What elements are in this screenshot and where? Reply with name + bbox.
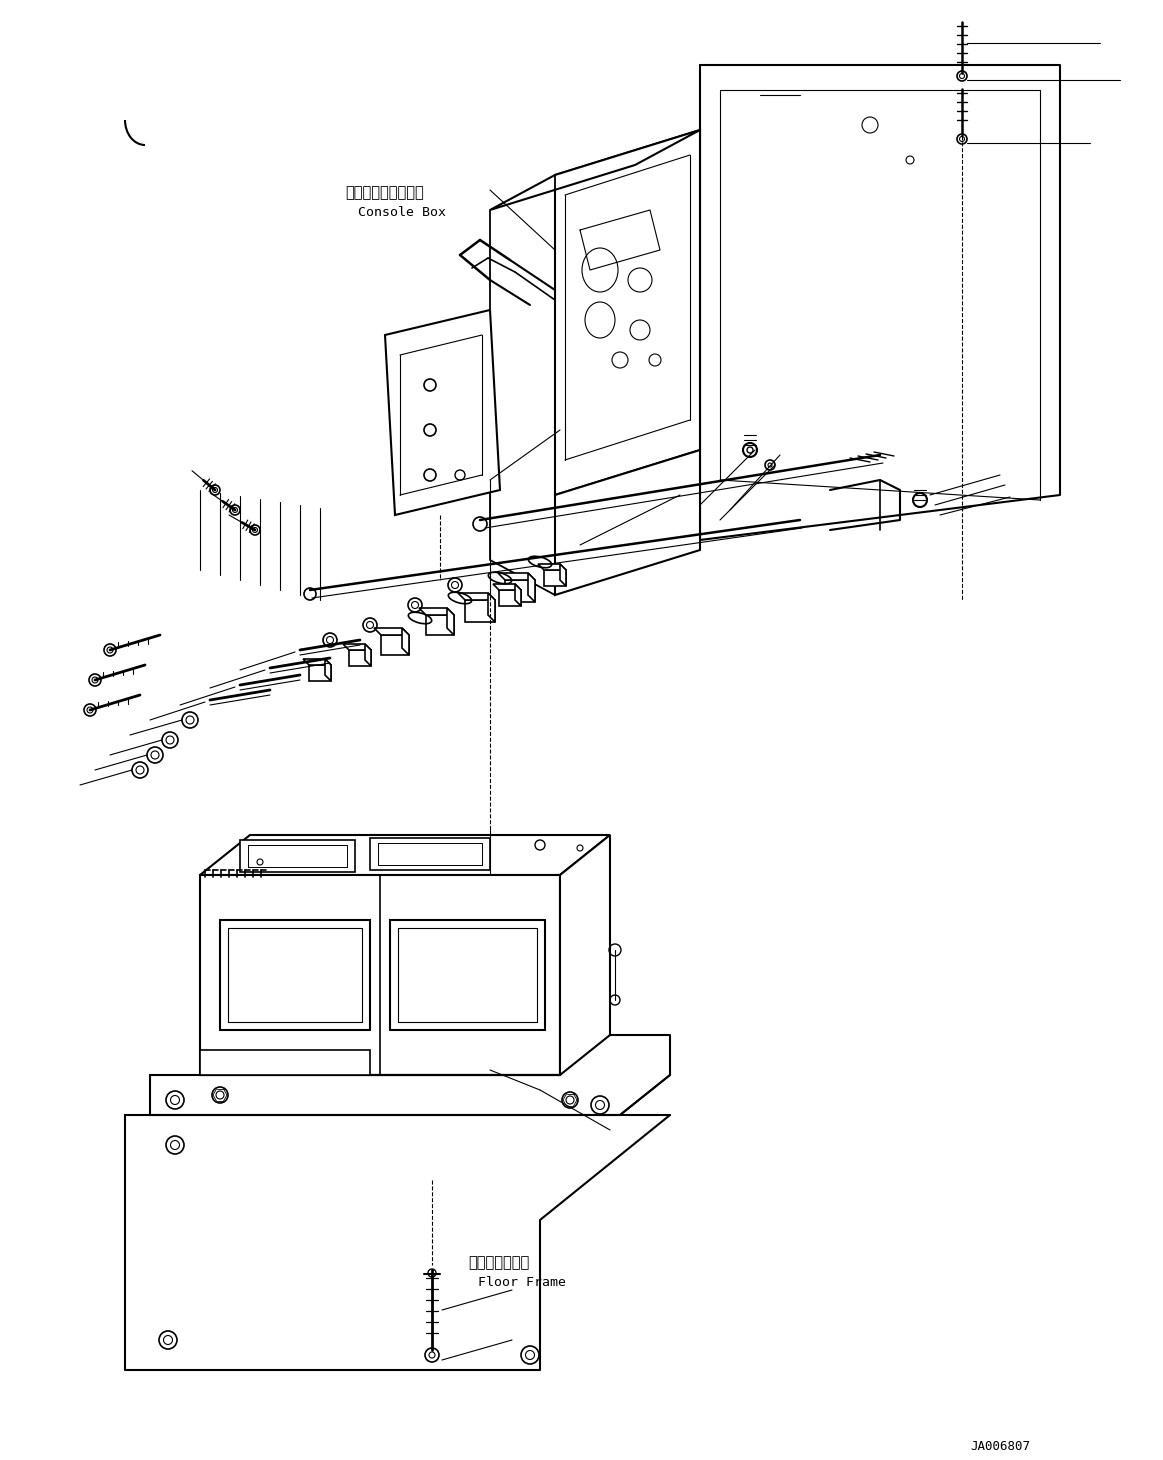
Polygon shape	[200, 1050, 370, 1075]
Polygon shape	[304, 658, 331, 664]
Polygon shape	[544, 569, 566, 585]
Polygon shape	[528, 572, 535, 602]
Polygon shape	[370, 838, 490, 870]
Polygon shape	[515, 584, 521, 606]
Polygon shape	[200, 875, 561, 1075]
Polygon shape	[555, 450, 700, 596]
Polygon shape	[488, 593, 495, 622]
Polygon shape	[505, 580, 535, 602]
Polygon shape	[458, 593, 495, 600]
Text: Console Box: Console Box	[358, 206, 445, 219]
Polygon shape	[385, 310, 500, 515]
Polygon shape	[465, 600, 495, 622]
Polygon shape	[499, 590, 521, 606]
Polygon shape	[374, 628, 409, 635]
Polygon shape	[200, 835, 611, 875]
Polygon shape	[349, 650, 371, 666]
Text: JA006807: JA006807	[970, 1440, 1030, 1453]
Polygon shape	[390, 920, 545, 1029]
Polygon shape	[498, 572, 535, 580]
Polygon shape	[426, 615, 454, 635]
Polygon shape	[555, 130, 700, 495]
Polygon shape	[402, 628, 409, 656]
Polygon shape	[447, 607, 454, 635]
Polygon shape	[309, 664, 331, 680]
Polygon shape	[493, 584, 521, 590]
Text: Floor Frame: Floor Frame	[478, 1276, 566, 1289]
Polygon shape	[324, 658, 331, 680]
Text: フロアフレーム: フロアフレーム	[468, 1256, 529, 1270]
Polygon shape	[220, 920, 370, 1029]
Polygon shape	[561, 564, 566, 585]
Polygon shape	[419, 607, 454, 615]
Polygon shape	[381, 635, 409, 656]
Polygon shape	[240, 839, 355, 872]
Text: コンソールボックス: コンソールボックス	[345, 185, 423, 200]
Polygon shape	[538, 564, 566, 569]
Polygon shape	[343, 644, 371, 650]
Polygon shape	[365, 644, 371, 666]
Polygon shape	[561, 835, 611, 1075]
Polygon shape	[490, 130, 700, 210]
